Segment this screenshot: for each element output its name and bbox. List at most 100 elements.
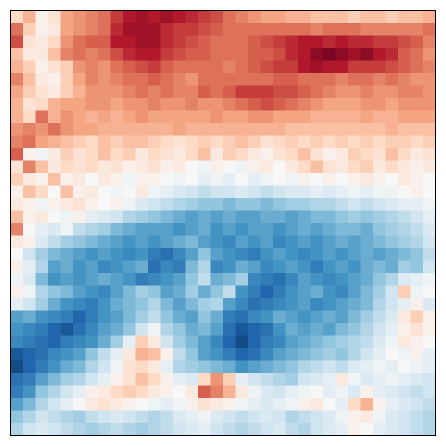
heatmap-cell: [85, 373, 99, 386]
heatmap-cell: [323, 360, 336, 374]
heatmap-cell: [10, 10, 24, 24]
heatmap-cell: [310, 123, 324, 136]
heatmap-cell: [298, 385, 311, 399]
heatmap-cell: [160, 410, 174, 424]
heatmap-cell: [60, 10, 74, 24]
heatmap-cell: [10, 23, 24, 36]
heatmap-cell: [373, 360, 386, 374]
heatmap-cell: [260, 185, 274, 199]
heatmap-cell: [148, 73, 161, 86]
heatmap-cell: [223, 423, 236, 436]
heatmap-cell: [248, 60, 261, 74]
heatmap-cell: [198, 98, 211, 111]
heatmap-cell: [160, 385, 174, 399]
heatmap-cell: [85, 410, 99, 424]
heatmap-cell: [35, 110, 49, 124]
heatmap-cell: [385, 373, 399, 386]
heatmap-cell: [285, 385, 299, 399]
heatmap-cell: [110, 35, 124, 49]
heatmap-cell: [285, 235, 299, 249]
heatmap-cell: [423, 173, 436, 186]
heatmap-cell: [123, 223, 136, 236]
heatmap-cell: [35, 373, 49, 386]
heatmap-cell: [173, 48, 186, 61]
heatmap-cell: [310, 323, 324, 336]
heatmap-cell: [198, 223, 211, 236]
heatmap-cell: [73, 73, 86, 86]
heatmap-cell: [260, 298, 274, 311]
heatmap-cell: [35, 73, 49, 86]
heatmap-cell: [410, 185, 424, 199]
heatmap-cell: [335, 223, 349, 236]
heatmap-cell: [285, 285, 299, 299]
heatmap-cell: [398, 123, 411, 136]
heatmap-cell: [10, 60, 24, 74]
heatmap-cell: [160, 110, 174, 124]
heatmap-cell: [60, 98, 74, 111]
heatmap-cell: [10, 423, 24, 436]
heatmap-cell: [23, 123, 36, 136]
heatmap-cell: [160, 210, 174, 224]
heatmap-cell: [110, 198, 124, 211]
heatmap-cell: [360, 273, 374, 286]
heatmap-cell: [323, 98, 336, 111]
heatmap-cell: [410, 398, 424, 411]
heatmap-cell: [385, 35, 399, 49]
heatmap-cell: [210, 148, 224, 161]
heatmap-cell: [373, 160, 386, 174]
heatmap-cell: [298, 198, 311, 211]
heatmap-cell: [223, 410, 236, 424]
heatmap-cell: [148, 310, 161, 324]
heatmap-cell: [173, 310, 186, 324]
heatmap-cell: [410, 273, 424, 286]
heatmap-cell: [10, 198, 24, 211]
heatmap-cell: [73, 160, 86, 174]
heatmap-cell: [10, 210, 24, 224]
heatmap-cell: [98, 60, 111, 74]
heatmap-cell: [323, 260, 336, 274]
heatmap-cell: [73, 85, 86, 99]
heatmap-cell: [60, 410, 74, 424]
heatmap-cell: [10, 223, 24, 236]
heatmap-cell: [423, 335, 436, 349]
heatmap-cell: [10, 73, 24, 86]
heatmap-cell: [85, 323, 99, 336]
heatmap-cell: [348, 260, 361, 274]
heatmap-cell: [298, 310, 311, 324]
heatmap-cell: [398, 160, 411, 174]
heatmap-cell: [123, 123, 136, 136]
heatmap-cell: [23, 273, 36, 286]
heatmap-cell: [260, 323, 274, 336]
heatmap-cell: [423, 35, 436, 49]
heatmap-cell: [10, 235, 24, 249]
heatmap-cell: [260, 385, 274, 399]
heatmap-cell: [235, 310, 249, 324]
heatmap-cell: [73, 10, 86, 24]
heatmap-cell: [23, 285, 36, 299]
heatmap-cell: [135, 85, 149, 99]
heatmap-cell: [348, 360, 361, 374]
heatmap-cell: [273, 160, 286, 174]
heatmap-cell: [248, 185, 261, 199]
heatmap-cell: [385, 110, 399, 124]
heatmap-cell: [410, 348, 424, 361]
heatmap-cell: [373, 423, 386, 436]
heatmap-cell: [273, 373, 286, 386]
heatmap-cell: [385, 135, 399, 149]
heatmap-cell: [198, 210, 211, 224]
heatmap-cell: [198, 310, 211, 324]
heatmap-cell: [210, 335, 224, 349]
heatmap-cell: [60, 223, 74, 236]
heatmap-cell: [173, 85, 186, 99]
heatmap-cell: [260, 173, 274, 186]
heatmap-cell: [210, 360, 224, 374]
heatmap-cell: [398, 298, 411, 311]
heatmap-cell: [298, 410, 311, 424]
heatmap-cell: [360, 35, 374, 49]
heatmap-cell: [373, 85, 386, 99]
heatmap-cell: [73, 423, 86, 436]
heatmap-cell: [360, 285, 374, 299]
heatmap-cell: [185, 185, 199, 199]
heatmap-cell: [348, 148, 361, 161]
heatmap-cell: [173, 60, 186, 74]
